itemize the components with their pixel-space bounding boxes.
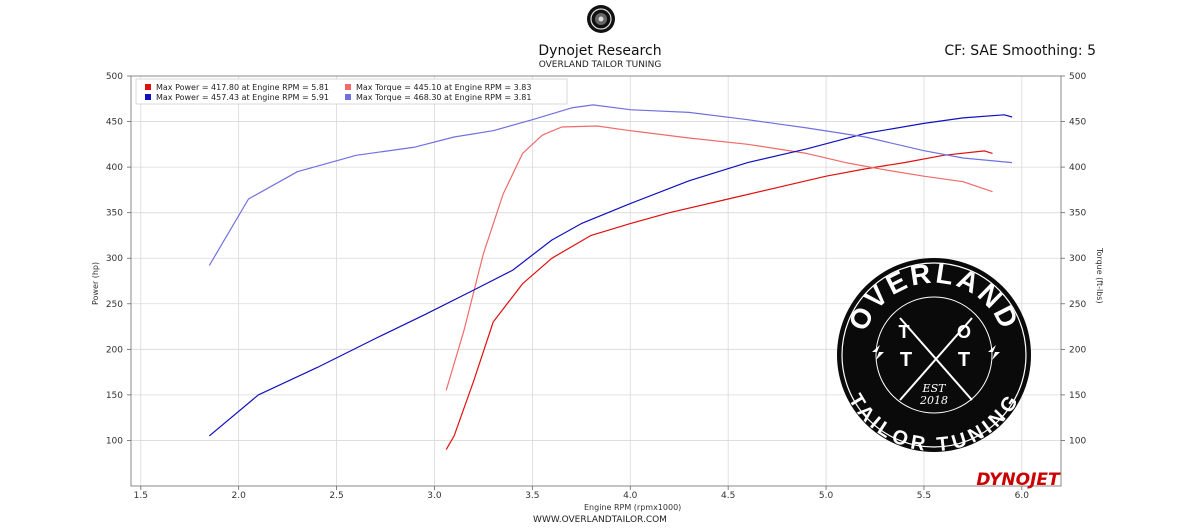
y-tick-label-right: 150 [1069, 391, 1086, 401]
chart-title: Dynojet Research [538, 43, 662, 59]
legend-swatch-power-2 [145, 94, 151, 100]
x-axis-label: Engine RPM (rpmx1000) [584, 503, 681, 512]
legend-box [135, 78, 568, 105]
x-tick-label: 4.0 [623, 491, 638, 501]
dynojet-logo: DYNOJET [976, 470, 1061, 490]
power-run-2-line [208, 114, 1013, 437]
y-tick-label-left: 500 [106, 72, 123, 82]
torque-run-2-line [208, 104, 1013, 266]
badge-letter: O [957, 322, 971, 342]
x-tick-label: 5.0 [819, 491, 834, 501]
y-axis-label-left: Power (hp) [91, 262, 100, 305]
y-tick-label-left: 300 [106, 254, 123, 264]
y-tick-label-left: 400 [106, 163, 123, 173]
right-axis-ticks: 100 150 200 250 300 350 400 450 500 [1061, 72, 1086, 446]
lightning-icon [872, 345, 884, 360]
y-tick-label-left: 200 [106, 345, 123, 355]
x-tick-label: 2.5 [329, 491, 343, 501]
y-tick-label-left: 450 [106, 118, 123, 128]
legend-entry-power-2: Max Power = 457.43 at Engine RPM = 5.91 [156, 93, 329, 102]
legend-swatch-torque-1 [345, 84, 351, 90]
footer-url: WWW.OVERLANDTAILOR.COM [533, 515, 667, 525]
y-tick-label-right: 200 [1069, 345, 1086, 355]
x-tick-label: 1.5 [134, 491, 148, 501]
y-tick-label-right: 250 [1069, 300, 1086, 310]
lightning-icon [988, 345, 1000, 360]
legend-swatch-torque-2 [345, 94, 351, 100]
y-tick-label-left: 100 [106, 436, 123, 446]
chart-subtitle: OVERLAND TAILOR TUNING [538, 60, 662, 70]
power-run-1-line [445, 150, 993, 450]
plot-frame [130, 75, 1062, 487]
left-axis-ticks: 100 150 200 250 300 350 400 450 500 [106, 72, 131, 446]
legend-swatch-power-1 [145, 84, 151, 90]
y-tick-label-left: 150 [106, 391, 123, 401]
x-tick-label: 5.5 [917, 491, 931, 501]
badge-letter: T [958, 349, 970, 371]
badge-est: EST [922, 382, 948, 395]
y-tick-label-right: 300 [1069, 254, 1086, 264]
torque-run-1-line [445, 125, 993, 391]
dynojet-seal-logo [586, 4, 616, 34]
y-tick-label-right: 350 [1069, 209, 1086, 219]
x-tick-label: 3.0 [427, 491, 442, 501]
badge-cross-line [899, 317, 973, 401]
legend: Max Power = 417.80 at Engine RPM = 5.81 … [135, 78, 568, 105]
y-axis-label-right: Torque (ft-lbs) [1095, 247, 1104, 304]
x-tick-label: 4.5 [721, 491, 735, 501]
x-tick-label: 6.0 [1015, 491, 1030, 501]
y-tick-label-right: 400 [1069, 163, 1086, 173]
x-tick-label: 3.5 [525, 491, 539, 501]
legend-entry-power-1: Max Power = 417.80 at Engine RPM = 5.81 [156, 83, 329, 92]
legend-entry-torque-1: Max Torque = 445.10 at Engine RPM = 3.83 [356, 83, 531, 92]
y-tick-label-right: 500 [1069, 72, 1086, 82]
badge-letter: T [899, 322, 910, 342]
badge-year: 2018 [919, 394, 948, 407]
y-tick-label-left: 250 [106, 300, 123, 310]
y-tick-label-right: 450 [1069, 118, 1086, 128]
x-tick-label: 2.0 [232, 491, 247, 501]
y-tick-label-right: 100 [1069, 436, 1086, 446]
y-tick-label-left: 350 [106, 209, 123, 219]
overland-tailor-tuning-logo: OVERLAND TAILOR TUNING T O T T EST 2018 [837, 257, 1031, 456]
badge-letter: T [900, 349, 912, 371]
series-layer [208, 104, 1013, 450]
x-axis-ticks: 1.5 2.0 2.5 3.0 3.5 4.0 4.5 5.0 5.5 6.0 [134, 486, 1030, 501]
legend-entry-torque-2: Max Torque = 468.30 at Engine RPM = 3.81 [356, 93, 531, 102]
correction-factor-label: CF: SAE Smoothing: 5 [944, 43, 1096, 59]
